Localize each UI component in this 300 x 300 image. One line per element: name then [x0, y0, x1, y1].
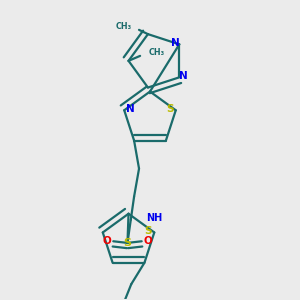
- Text: O: O: [103, 236, 112, 246]
- Text: CH₃: CH₃: [148, 48, 164, 57]
- Text: N: N: [171, 38, 180, 48]
- Text: S: S: [166, 104, 174, 114]
- Text: S: S: [145, 226, 152, 236]
- Text: O: O: [143, 236, 152, 246]
- Text: NH: NH: [146, 214, 162, 224]
- Text: S: S: [124, 238, 131, 248]
- Text: N: N: [179, 71, 188, 81]
- Text: N: N: [126, 104, 135, 114]
- Text: CH₃: CH₃: [115, 22, 131, 31]
